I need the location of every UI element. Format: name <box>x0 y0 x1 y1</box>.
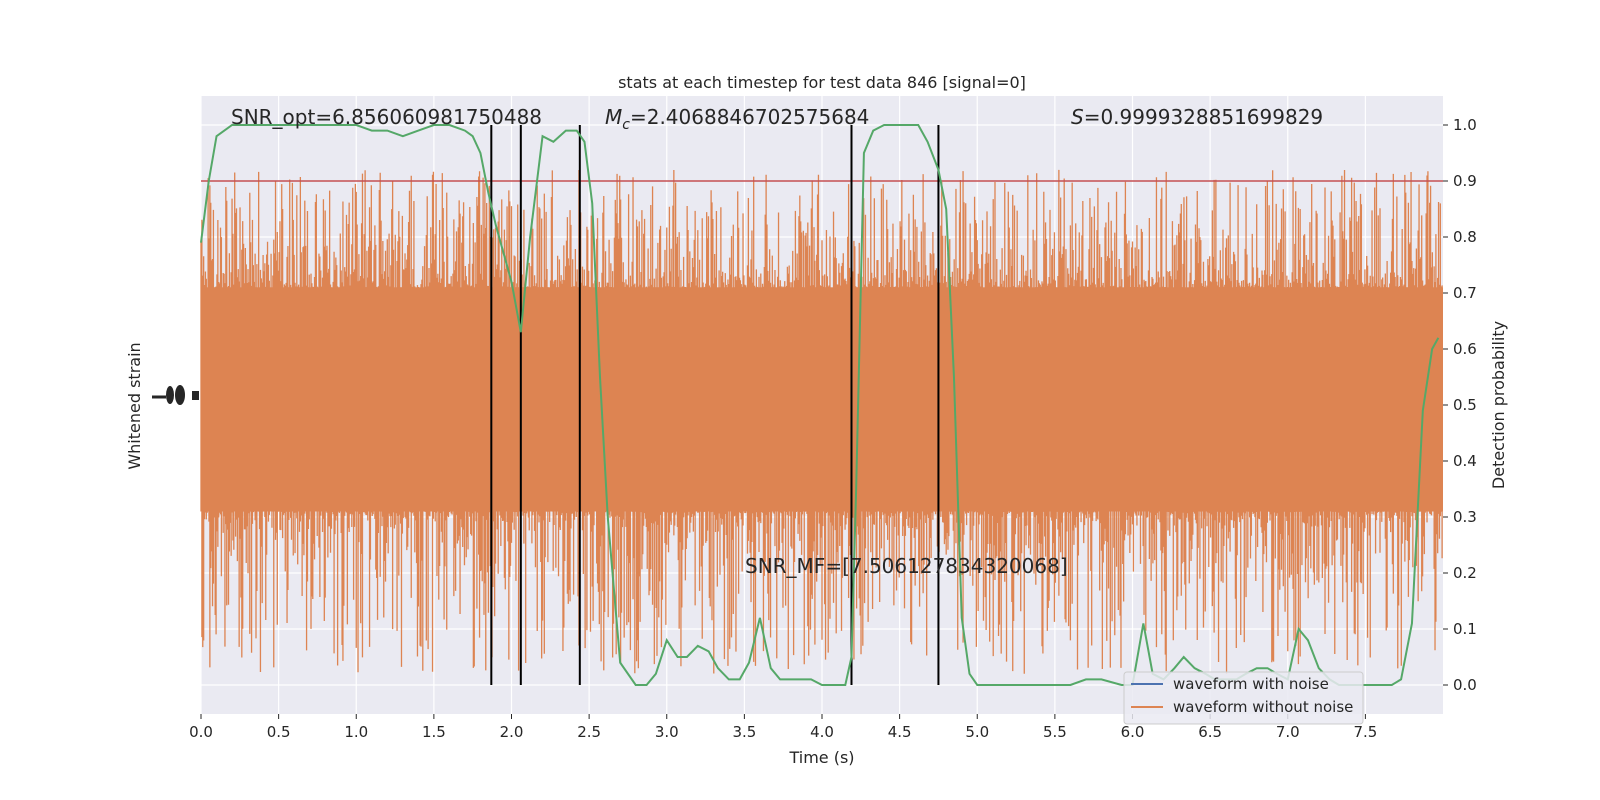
x-tick-label: 5.0 <box>965 723 989 741</box>
x-tick-label: 7.5 <box>1353 723 1377 741</box>
probability-line <box>200 124 1440 686</box>
annotation-chirp-mass-symbol: M <box>605 105 622 129</box>
annotation-s-symbol: S <box>1071 105 1084 129</box>
right-axis-label: Detection probability <box>1489 321 1508 489</box>
x-tick-label: 2.0 <box>500 723 524 741</box>
left-axis-ticks <box>152 385 199 405</box>
left-axis-label: Whitened strain <box>125 342 144 469</box>
annotation-chirp-mass-subscript: c <box>622 117 630 133</box>
x-tick-label: 3.5 <box>732 723 756 741</box>
right-tick-label: 0.4 <box>1453 452 1477 470</box>
x-tick-label: 3.0 <box>655 723 679 741</box>
annotation-snr-mf: SNR_MF=[7.506127834320068] <box>745 554 1068 578</box>
x-tick-label: 7.0 <box>1276 723 1300 741</box>
vertical-markers <box>490 125 940 685</box>
x-tick-label: 4.5 <box>888 723 912 741</box>
noise-series <box>200 169 1443 674</box>
right-tick-label: 0.7 <box>1453 284 1477 302</box>
x-tick-label: 1.0 <box>344 723 368 741</box>
annotation-chirp-mass-value: =2.4068846702575684 <box>630 105 869 129</box>
annotation-s-value: =0.9999328851699829 <box>1084 105 1323 129</box>
x-axis-ticks: 0.0 0.5 1.0 1.5 2.0 2.5 3.0 3.5 4.0 4.5 5.0 5.5 6.0 6… <box>189 714 1377 741</box>
right-tick-label: 0.8 <box>1453 228 1477 246</box>
left-tick-blob <box>175 385 185 405</box>
left-tick-blob <box>152 395 166 399</box>
left-tick-blob <box>192 391 199 400</box>
right-tick-label: 0.0 <box>1453 676 1477 694</box>
x-tick-label: 0.0 <box>189 723 213 741</box>
noise-spikes <box>200 169 1443 674</box>
legend-label-with-noise: waveform with noise <box>1173 675 1329 693</box>
legend-label-without-noise: waveform without noise <box>1173 698 1353 716</box>
right-tick-label: 1.0 <box>1453 116 1477 134</box>
annotation-snr-opt: SNR_opt=6.856060981750488 <box>231 105 542 129</box>
x-tick-label: 0.5 <box>267 723 291 741</box>
right-tick-label: 0.2 <box>1453 564 1477 582</box>
legend-box <box>1123 671 1364 725</box>
x-tick-label: 6.5 <box>1198 723 1222 741</box>
right-tick-label: 0.9 <box>1453 172 1477 190</box>
x-tick-label: 2.5 <box>577 723 601 741</box>
right-tick-label: 0.5 <box>1453 396 1477 414</box>
annotation-chirp-mass: Mc=2.4068846702575684 <box>605 105 869 133</box>
chart-title: stats at each timestep for test data 846… <box>618 73 1026 92</box>
x-tick-label: 1.5 <box>422 723 446 741</box>
right-tick-label: 0.1 <box>1453 620 1477 638</box>
right-tick-label: 0.3 <box>1453 508 1477 526</box>
right-tick-label: 0.6 <box>1453 340 1477 358</box>
right-axis-ticks: 0.0 0.1 0.2 0.3 0.4 0.5 0.6 0.7 0.8 0.9 1.0 <box>1443 116 1477 694</box>
legend: waveform with noise waveform without noi… <box>1123 671 1364 725</box>
annotation-s: S=0.9999328851699829 <box>1071 105 1323 129</box>
left-tick-blob <box>166 386 174 404</box>
x-tick-label: 6.0 <box>1121 723 1145 741</box>
x-tick-label: 5.5 <box>1043 723 1067 741</box>
x-axis-label: Time (s) <box>788 748 854 767</box>
x-tick-label: 4.0 <box>810 723 834 741</box>
